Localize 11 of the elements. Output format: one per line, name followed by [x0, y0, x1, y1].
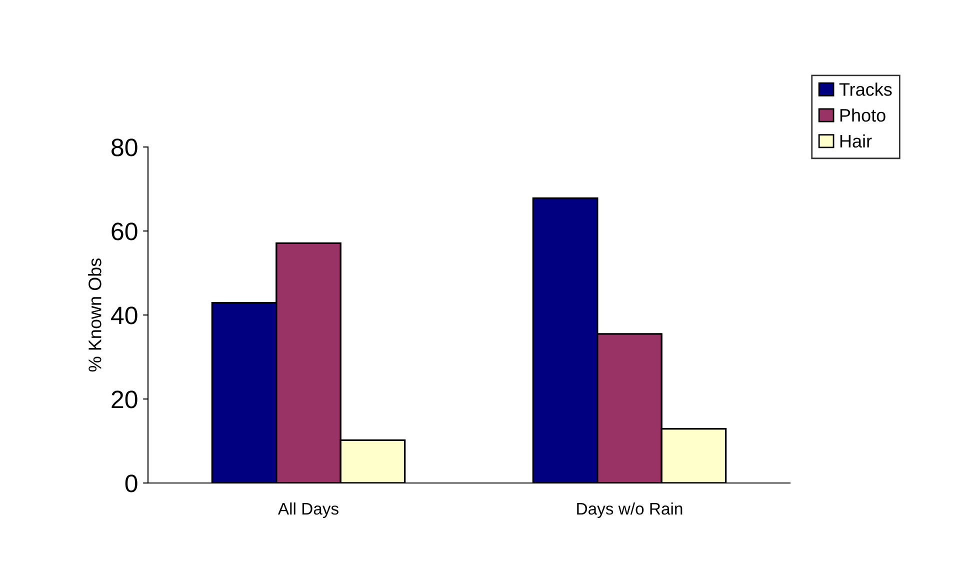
legend-label: Photo [840, 108, 886, 122]
y-axis-title: % Known Obs [88, 258, 102, 372]
legend-label: Hair [840, 134, 872, 148]
y-tick-label: 20 [112, 390, 138, 408]
x-tick-label: All Days [278, 502, 338, 518]
y-tick-label: 80 [112, 138, 138, 156]
y-tick-label: 0 [125, 474, 138, 492]
x-tick-label: Days w/o Rain [577, 502, 682, 518]
y-tick-label: 40 [111, 306, 138, 324]
y-tick-label: 60 [112, 222, 138, 240]
legend-label: Tracks [839, 82, 892, 96]
